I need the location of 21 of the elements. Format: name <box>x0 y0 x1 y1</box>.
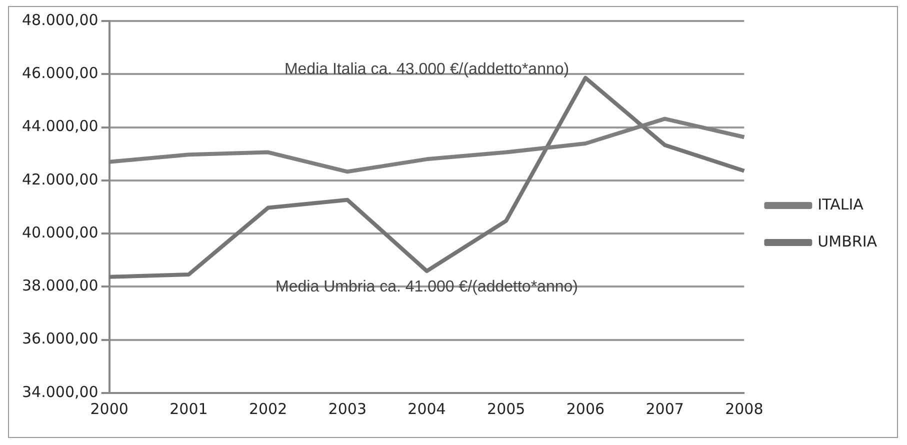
y-tick-label: 36.000,00 <box>22 330 98 348</box>
x-tick-label: 2007 <box>646 400 684 418</box>
y-tick-label: 48.000,00 <box>22 10 98 29</box>
y-tick-label: 46.000,00 <box>22 64 98 82</box>
y-tick-label: 34.000,00 <box>22 382 98 401</box>
annotation: Media Italia ca. 43.000 €/(addetto*anno) <box>284 60 570 78</box>
x-tick-label: 2006 <box>566 400 605 418</box>
x-tick-label: 2008 <box>725 400 764 418</box>
x-tick-label: 2000 <box>90 400 128 418</box>
x-tick-label: 2004 <box>408 400 446 418</box>
y-tick-label: 38.000,00 <box>22 276 98 295</box>
legend-label: ITALIA <box>818 195 864 214</box>
y-tick-label: 40.000,00 <box>22 223 98 242</box>
legend-label: UMBRIA <box>818 232 878 250</box>
y-tick-label: 44.000,00 <box>22 117 98 136</box>
x-tick-label: 2003 <box>328 400 366 418</box>
y-tick-label: 42.000,00 <box>22 170 98 188</box>
x-tick-label: 2002 <box>248 400 288 418</box>
x-tick-label: 2001 <box>170 400 208 418</box>
x-tick-label: 2005 <box>487 400 526 418</box>
annotation: Media Umbria ca. 41.000 €/(addetto*anno) <box>276 278 578 296</box>
